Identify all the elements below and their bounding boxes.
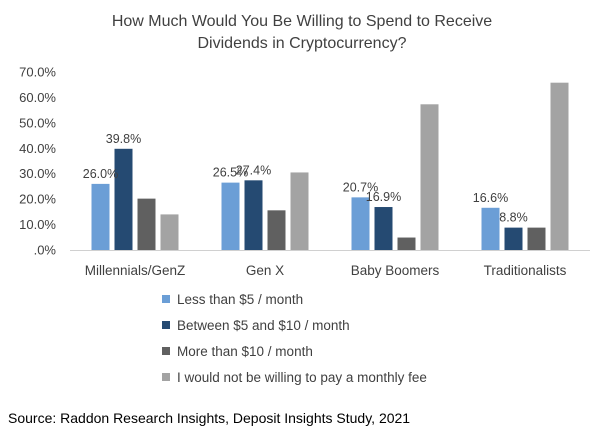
x-category-label: Traditionalists — [484, 263, 567, 278]
bar-millennials-genz-series-4 — [160, 214, 179, 250]
bar-gen-x-series-3 — [267, 210, 286, 250]
data-label: 16.6% — [473, 191, 508, 205]
legend-swatch — [162, 295, 170, 303]
x-axis: Millennials/GenZ Gen X Baby Boomers Traditi… — [85, 263, 567, 278]
legend-swatch — [162, 373, 170, 381]
data-label: 20.7% — [343, 180, 378, 194]
legend-swatch — [162, 321, 170, 329]
data-label: 27.4% — [236, 163, 271, 177]
y-tick-label: 70.0% — [19, 65, 56, 80]
y-tick-label: 50.0% — [19, 115, 56, 130]
chart-title: How Much Would You Be Willing to Spend t… — [112, 13, 492, 52]
legend-swatch — [162, 347, 170, 355]
bar-baby-boomers-series-2 — [374, 207, 393, 250]
y-tick-label: 30.0% — [19, 166, 56, 181]
data-label: 39.8% — [106, 132, 141, 146]
bar-traditionalists-series-3 — [527, 227, 546, 250]
y-tick-label: 20.0% — [19, 192, 56, 207]
bar-baby-boomers-series-3 — [397, 237, 416, 250]
bar-millennials-genz-series-2 — [114, 148, 133, 250]
data-labels-group: 26.0% 39.8% 26.5%27.4% 20.7%16.9% 16.6% 8.8% — [83, 132, 528, 225]
bar-gen-x-series-4 — [290, 172, 309, 250]
legend-label: Less than $5 / month — [177, 292, 303, 307]
y-tick-label: .0% — [34, 243, 57, 258]
bar-traditionalists-series-4 — [550, 82, 569, 251]
bar-traditionalists-series-1 — [481, 207, 500, 250]
source-note: Source: Raddon Research Insights, Deposi… — [8, 410, 410, 426]
bar-millennials-genz-series-3 — [137, 198, 156, 250]
bar-gen-x-series-1 — [221, 182, 240, 250]
y-tick-label: 60.0% — [19, 90, 56, 105]
legend-label: Between $5 and $10 / month — [177, 318, 350, 333]
y-tick-label: 40.0% — [19, 141, 56, 156]
bar-millennials-genz-series-1 — [91, 183, 110, 250]
bar-baby-boomers-series-1 — [351, 197, 370, 250]
data-label: 16.9% — [366, 190, 401, 204]
chart-title-line-1: How Much Would You Be Willing to Spend t… — [112, 13, 492, 30]
chart-title-line-2: Dividends in Cryptocurrency? — [198, 35, 407, 52]
data-label: 26.0% — [83, 167, 118, 181]
legend-label: More than $10 / month — [177, 344, 313, 359]
data-label: 26.5% — [213, 166, 248, 180]
bar-traditionalists-series-2 — [504, 227, 523, 250]
y-tick-label: 10.0% — [19, 217, 56, 232]
x-category-label: Millennials/GenZ — [85, 263, 186, 278]
bar-baby-boomers-series-4 — [420, 104, 439, 251]
legend-label: I would not be willing to pay a monthly … — [177, 370, 427, 385]
y-axis: .0% 10.0% 20.0% 30.0% 40.0% 50.0% 60.0% 70.0% — [19, 65, 56, 258]
bar-gen-x-series-2 — [244, 180, 263, 250]
legend: Less than $5 / month Between $5 and $10 /… — [162, 292, 427, 385]
data-label: 8.8% — [499, 211, 528, 225]
x-category-label: Baby Boomers — [351, 263, 440, 278]
bars-group — [91, 82, 569, 251]
x-category-label: Gen X — [246, 263, 284, 278]
